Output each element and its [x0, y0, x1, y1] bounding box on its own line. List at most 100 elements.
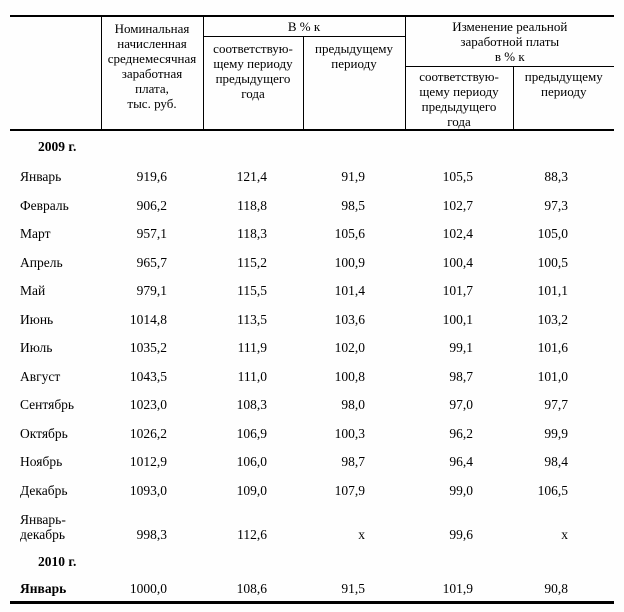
value-cell: 91,5	[341, 580, 366, 596]
row-label: Июнь	[20, 311, 54, 327]
value-cell: 1093,0	[129, 482, 167, 498]
data-row: Апрель 965,7 115,2 100,9 100,4 100,5	[10, 248, 614, 277]
value-cell: 97,0	[449, 397, 474, 413]
year-label: 2009 г.	[38, 139, 77, 154]
value-cell: 100,1	[442, 311, 474, 327]
value-cell: 99,6	[449, 526, 474, 542]
value-cell: 118,8	[237, 197, 267, 213]
value-cell: 919,6	[136, 169, 167, 185]
value-cell: 1043,5	[129, 368, 167, 384]
header-real-prev-period: предыдущему периоду	[513, 66, 615, 131]
value-cell: 105,6	[334, 226, 366, 242]
data-row: Май 979,1 115,5 101,4 101,7 101,1	[10, 277, 614, 306]
data-row: Декабрь 1093,0 109,0 107,9 99,0 106,5	[10, 476, 614, 505]
data-row: Январь- декабрь 998,3 112,6 х 99,6 х	[10, 505, 614, 548]
value-cell: 111,9	[237, 340, 267, 356]
value-cell: 979,1	[136, 283, 167, 299]
header-real-same-period: соответствую- щему периоду предыдущего г…	[405, 66, 514, 131]
value-cell: х	[561, 526, 569, 542]
value-cell: 906,2	[136, 197, 167, 213]
value-cell: 100,4	[442, 254, 474, 270]
value-cell: 98,7	[341, 454, 366, 470]
data-row: Август 1043,5 111,0 100,8 98,7 101,0	[10, 362, 614, 391]
wage-statistics-table: Номинальная начисленная среднемесячная з…	[10, 15, 615, 604]
value-cell: 108,3	[236, 397, 267, 413]
value-cell: 111,0	[237, 368, 267, 384]
value-cell: 98,4	[544, 454, 569, 470]
value-cell: 100,5	[537, 254, 569, 270]
value-cell: 106,0	[236, 454, 267, 470]
value-cell: 106,5	[537, 482, 569, 498]
value-cell: 103,6	[334, 311, 366, 327]
value-cell: 121,4	[236, 169, 267, 185]
value-cell: 102,7	[442, 197, 474, 213]
header-nominal-wage: Номинальная начисленная среднемесячная з…	[101, 16, 204, 131]
value-cell: 98,5	[341, 197, 366, 213]
value-cell: 1014,8	[129, 311, 167, 327]
value-cell: 998,3	[136, 526, 167, 542]
row-label: Февраль	[20, 197, 69, 213]
value-cell: 1000,0	[129, 580, 167, 596]
header-row-subs-right: соответствую- щему периоду предыдущего г…	[10, 66, 615, 131]
row-label: Октябрь	[20, 425, 68, 441]
value-cell: 109,0	[236, 482, 267, 498]
value-cell: 102,4	[442, 226, 474, 242]
value-cell: 96,4	[449, 454, 474, 470]
value-cell: 97,3	[544, 197, 569, 213]
value-cell: 101,9	[442, 580, 474, 596]
value-cell: 101,6	[537, 340, 569, 356]
data-row: Июнь 1014,8 113,5 103,6 100,1 103,2	[10, 305, 614, 334]
value-cell: 96,2	[449, 425, 474, 441]
value-cell: 99,9	[544, 425, 569, 441]
row-label: Март	[20, 226, 51, 242]
year-row: 2010 г.	[10, 548, 614, 576]
data-row: Февраль 906,2 118,8 98,5 102,7 97,3	[10, 191, 614, 220]
row-label: Апрель	[20, 254, 63, 270]
value-cell: 101,4	[334, 283, 366, 299]
year-row: 2009 г.	[10, 130, 614, 163]
value-cell: 101,1	[537, 283, 569, 299]
data-row: Март 957,1 118,3 105,6 102,4 105,0	[10, 220, 614, 249]
data-row: Январь 919,6 121,4 91,9 105,5 88,3	[10, 163, 614, 192]
row-label: Январь- декабрь	[20, 511, 66, 542]
value-cell: 1035,2	[129, 340, 167, 356]
value-cell: 90,8	[544, 580, 569, 596]
row-label: Июль	[20, 340, 53, 356]
value-cell: 107,9	[334, 482, 366, 498]
value-cell: х	[358, 526, 366, 542]
header-corner-cell	[10, 16, 102, 131]
row-label: Декабрь	[20, 482, 68, 498]
header-row-subs-left: соответствую- щему периоду предыдущего г…	[10, 36, 614, 131]
row-label: Январь	[20, 169, 62, 185]
value-cell: 98,7	[449, 368, 474, 384]
header-row-groups: Номинальная начисленная среднемесячная з…	[10, 16, 615, 131]
table-body: 2009 г. Январь 919,6 121,4 91,9 105,5 88,3 Февр…	[10, 130, 614, 603]
value-cell: 100,9	[334, 254, 366, 270]
row-label: Ноябрь	[20, 454, 63, 470]
value-cell: 103,2	[537, 311, 569, 327]
value-cell: 106,9	[236, 425, 267, 441]
value-cell: 113,5	[237, 311, 267, 327]
row-label: Май	[20, 283, 46, 299]
value-cell: 965,7	[136, 254, 167, 270]
value-cell: 115,2	[237, 254, 267, 270]
value-cell: 1026,2	[129, 425, 167, 441]
table-header: Номинальная начисленная среднемесячная з…	[10, 16, 615, 131]
value-cell: 105,0	[537, 226, 569, 242]
value-cell: 100,8	[334, 368, 366, 384]
data-row: Январь 1000,0 108,6 91,5 101,9 90,8	[10, 576, 614, 603]
value-cell: 112,6	[237, 526, 267, 542]
data-row: Октябрь 1026,2 106,9 100,3 96,2 99,9	[10, 419, 614, 448]
value-cell: 118,3	[237, 226, 267, 242]
row-label: Август	[20, 368, 61, 384]
value-cell: 100,3	[334, 425, 366, 441]
value-cell: 108,6	[236, 580, 267, 596]
value-cell: 101,7	[442, 283, 474, 299]
value-cell: 105,5	[442, 169, 474, 185]
data-row: Июль 1035,2 111,9 102,0 99,1 101,6	[10, 334, 614, 363]
value-cell: 97,7	[544, 397, 569, 413]
value-cell: 91,9	[341, 169, 366, 185]
data-row: Ноябрь 1012,9 106,0 98,7 96,4 98,4	[10, 448, 614, 477]
value-cell: 1023,0	[129, 397, 167, 413]
header-group-real-wage-change: Изменение реальной заработной платы в % …	[405, 16, 615, 67]
